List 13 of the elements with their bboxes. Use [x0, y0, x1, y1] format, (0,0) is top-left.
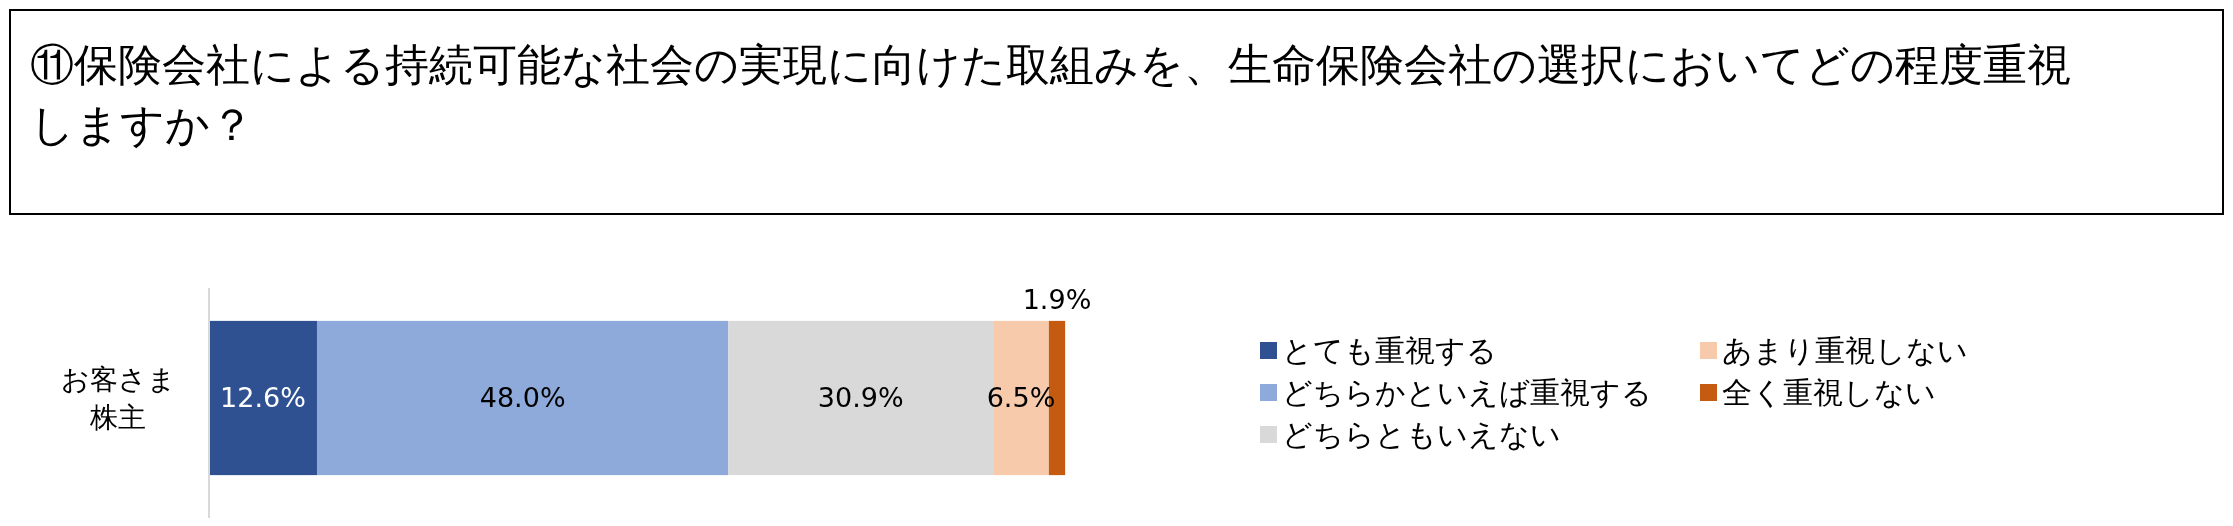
data-label: 1.9%: [1022, 283, 1092, 315]
bar: [209, 320, 317, 476]
data-label: 48.0%: [479, 382, 566, 414]
legend-label: 全く重視しない: [1722, 374, 1936, 410]
y-tick-label: お客さま株主: [60, 362, 176, 434]
legend-label: あまり重視しない: [1722, 332, 1968, 368]
legend-label: とても重視する: [1282, 332, 1497, 368]
chart-title: ⑪保険会社による持続可能な社会の実現に向けた取組みを、生命保険会社の選択においてどの程度重視しますか？: [30, 39, 2071, 150]
legend-label: どちらともいえない: [1282, 416, 1561, 452]
bar: [316, 320, 729, 476]
legend-label: どちらかといえば重視する: [1282, 374, 1652, 410]
data-label: 30.9%: [817, 382, 904, 414]
data-label: 12.6%: [220, 382, 306, 414]
